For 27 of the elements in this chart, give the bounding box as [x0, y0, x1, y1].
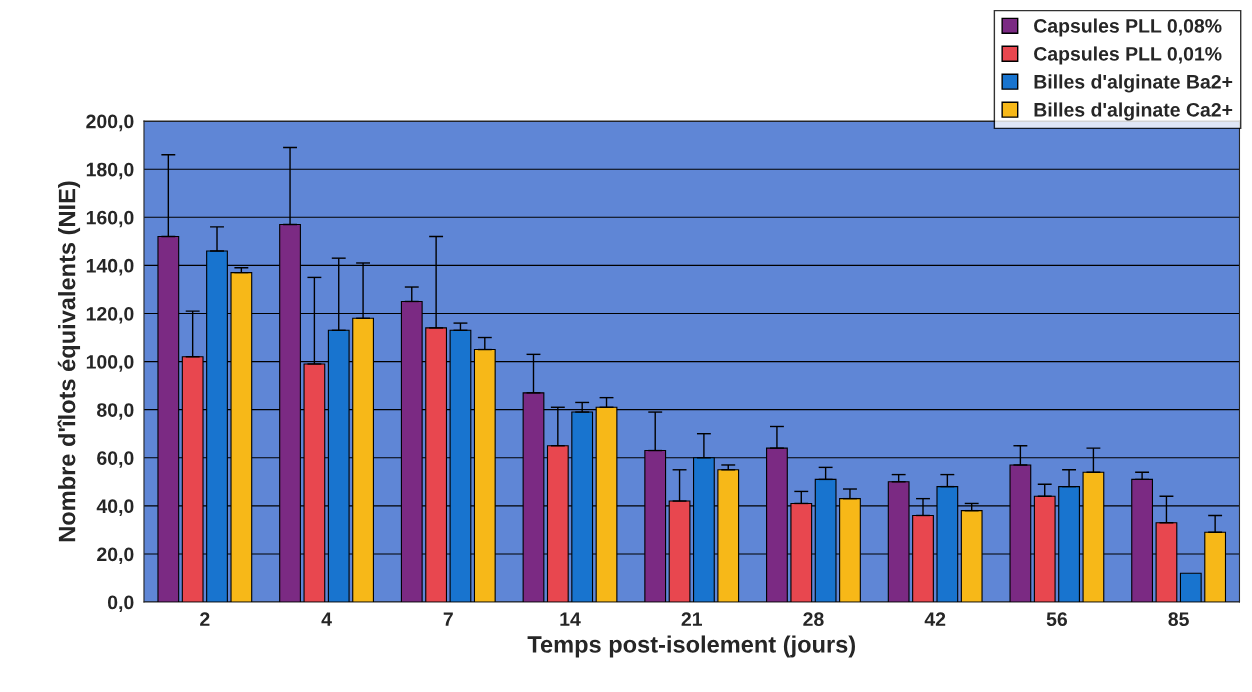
legend-label: Billes d'alginate Ca2+ — [1034, 102, 1233, 121]
legend-label: Billes d'alginate Ba2+ — [1034, 74, 1233, 93]
y-tick-label: 100,0 — [86, 355, 134, 372]
y-tick-label: 140,0 — [86, 258, 134, 276]
y-tick-label: 80,0 — [97, 403, 134, 420]
y-tick-label: 0,0 — [108, 595, 134, 613]
y-tick-label: 60,0 — [97, 451, 134, 468]
x-tick-label: 7 — [443, 612, 453, 626]
y-tick-label: 160,0 — [86, 210, 134, 228]
x-tick-label: 85 — [1168, 612, 1189, 627]
x-tick-label: 2 — [200, 612, 210, 626]
bar — [1179, 572, 1202, 603]
x-tick-label: 4 — [321, 612, 332, 626]
legend-label: Capsules PLL 0,08% — [1034, 18, 1222, 37]
y-tick-label: 120,0 — [86, 306, 134, 324]
y-tick-label: 200,0 — [86, 114, 134, 132]
y-tick-label: 40,0 — [96, 499, 134, 516]
y-axis-title: Nombre d'îlots équivalents (NIE) — [57, 181, 81, 542]
x-tick-label: 14 — [560, 612, 581, 626]
y-tick-label: 180,0 — [86, 162, 134, 180]
x-tick-label: 21 — [681, 612, 702, 626]
x-tick-label: 42 — [924, 612, 946, 626]
y-tick-label: 20,0 — [97, 547, 134, 564]
x-axis-title: Temps post-isolement (jours) — [527, 635, 855, 658]
legend-label: Capsules PLL 0,01% — [1034, 46, 1222, 65]
x-tick-label: 56 — [1046, 612, 1068, 627]
x-tick-label: 28 — [803, 612, 824, 627]
